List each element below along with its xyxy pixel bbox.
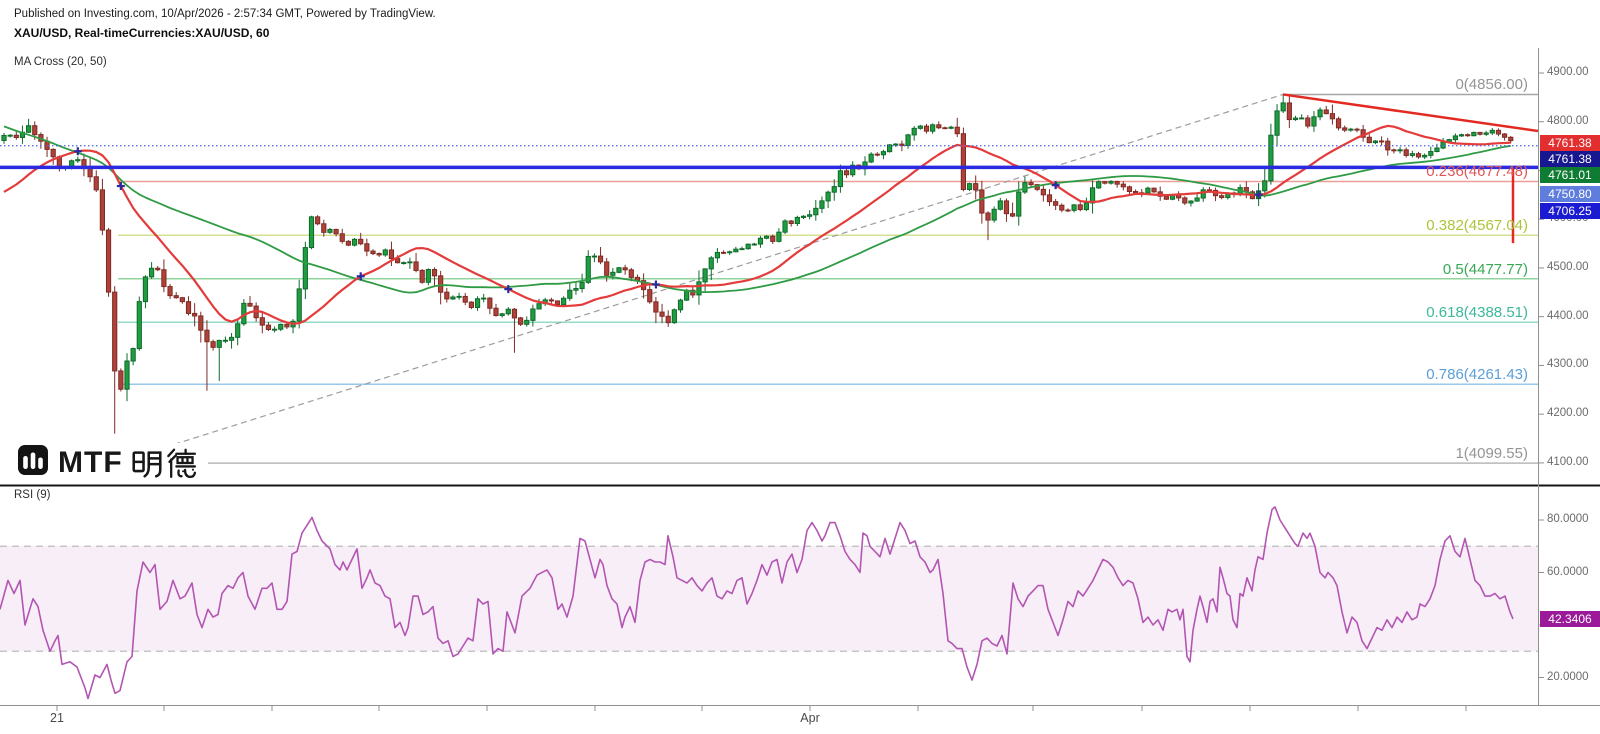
mtf-logo-icon — [18, 445, 48, 480]
y-axis-tick-label: 4500.00 — [1547, 260, 1589, 273]
ma-cross-marker — [651, 280, 660, 289]
ma20-line — [3, 124, 1511, 325]
rsi-axis-tick-label: 60.0000 — [1547, 565, 1589, 578]
rsi-line — [0, 506, 1514, 700]
rsi-value-badge: 42.3406 — [1540, 611, 1600, 627]
price-axis-badge: 4761.01 — [1540, 167, 1600, 183]
fib-level-label: 0.236(4677.48) — [1426, 163, 1528, 181]
mtf-logo: MTF 明德 — [16, 443, 208, 482]
fib-level-label: 0.786(4261.43) — [1426, 366, 1528, 384]
mtf-logo-cjk-glyphs — [132, 448, 196, 478]
mtf-logo-text: MTF — [58, 445, 123, 479]
axes — [0, 48, 1600, 711]
y-axis-tick-label: 4200.00 — [1547, 407, 1589, 420]
fib-level-label: 0.5(4477.77) — [1442, 260, 1528, 278]
fib-level-label: 0.382(4567.04) — [1426, 217, 1528, 235]
y-axis-tick-label: 4800.00 — [1547, 114, 1589, 127]
rsi-band — [0, 546, 1538, 652]
y-axis-tick-label: 4900.00 — [1547, 66, 1589, 78]
fib-level-label: 0(4856.00) — [1455, 76, 1528, 94]
ma-cross-indicator-label: MA Cross (20, 50) — [14, 56, 107, 68]
price-axis-badge: 4761.38 — [1540, 135, 1600, 151]
ma-cross-marker — [116, 182, 125, 191]
price-axis-badge: 4706.25 — [1540, 203, 1600, 219]
rsi-indicator-label: RSI (9) — [14, 489, 51, 501]
x-axis-tick-label: Apr — [800, 711, 820, 725]
fib-level-label: 0.618(4388.51) — [1426, 304, 1528, 322]
ma-cross-marker — [356, 272, 365, 281]
y-axis-tick-label: 4100.00 — [1547, 455, 1589, 468]
rsi-axis-tick-label: 20.0000 — [1547, 670, 1589, 683]
ma-cross-marker — [1254, 190, 1263, 199]
rsi-panel — [0, 506, 1538, 700]
ma-cross-marker — [1051, 181, 1060, 190]
ma-cross-marker — [504, 285, 513, 294]
fib-level-label: 1(4099.55) — [1455, 445, 1528, 463]
symbol-line: XAU/USD, Real-timeCurrencies:XAU/USD, 60 — [14, 26, 270, 40]
price-axis-badge: 4761.38 — [1540, 151, 1600, 167]
price-axis-badge: 4750.80 — [1540, 186, 1600, 202]
ma-cross-marker — [73, 147, 82, 156]
y-axis-tick-label: 4400.00 — [1547, 309, 1589, 322]
published-line: Published on Investing.com, 10/Apr/2026 … — [14, 8, 436, 20]
main-panel — [0, 93, 1538, 464]
rsi-axis-tick-label: 80.0000 — [1547, 513, 1589, 525]
y-axis-tick-label: 4300.00 — [1547, 358, 1589, 371]
ma50-line — [3, 125, 1511, 294]
x-axis-tick-label: 21 — [50, 711, 64, 725]
